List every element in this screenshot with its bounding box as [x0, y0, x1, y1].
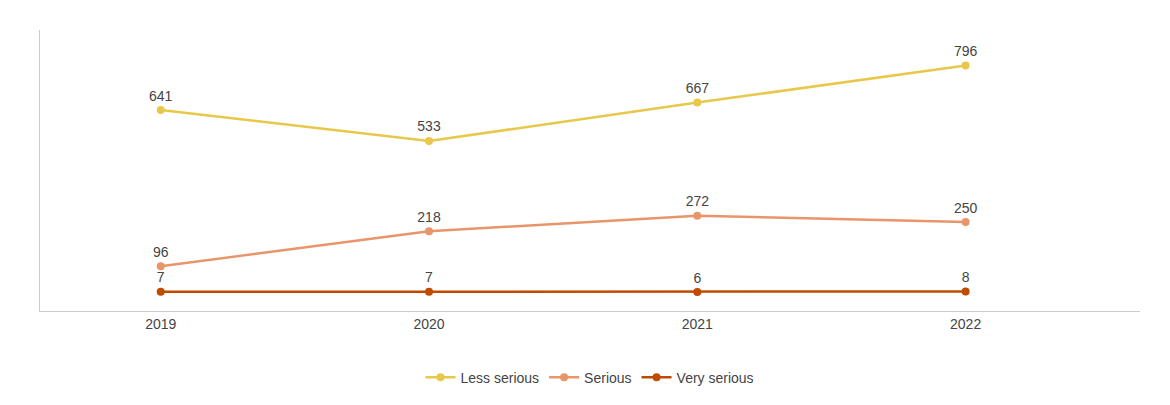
svg-text:8: 8 [962, 269, 970, 285]
svg-text:Less serious: Less serious [461, 370, 540, 386]
svg-text:2020: 2020 [413, 316, 444, 332]
svg-text:667: 667 [686, 80, 710, 96]
svg-text:250: 250 [954, 200, 978, 216]
svg-text:7: 7 [157, 269, 165, 285]
svg-text:96: 96 [153, 244, 169, 260]
svg-text:2022: 2022 [950, 316, 981, 332]
svg-text:7: 7 [425, 269, 433, 285]
svg-text:Serious: Serious [584, 370, 631, 386]
svg-text:641: 641 [149, 88, 173, 104]
svg-text:2019: 2019 [145, 316, 176, 332]
svg-text:272: 272 [686, 193, 710, 209]
svg-text:218: 218 [417, 209, 441, 225]
svg-text:6: 6 [693, 270, 701, 286]
svg-text:2021: 2021 [682, 316, 713, 332]
svg-text:796: 796 [954, 43, 978, 59]
svg-text:Very serious: Very serious [677, 370, 754, 386]
svg-text:533: 533 [417, 118, 441, 134]
